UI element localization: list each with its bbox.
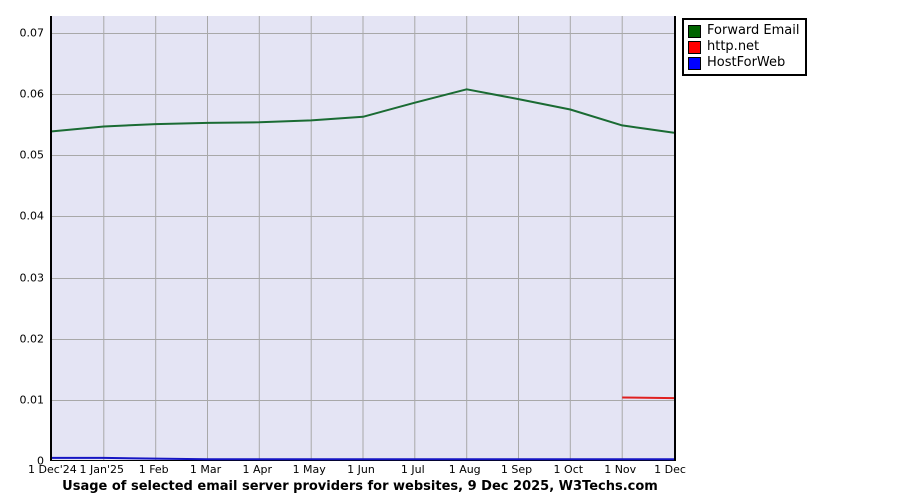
legend-item-forward-email[interactable]: Forward Email xyxy=(688,23,799,39)
x-tick-label: 1 Dec xyxy=(654,463,686,476)
y-axis: 0 0.01 0.02 0.03 0.04 0.05 0.06 0.07 xyxy=(0,0,45,500)
y-tick-label: 0.03 xyxy=(19,271,45,285)
x-tick-label: 1 Jun xyxy=(347,463,375,476)
x-tick-label: 1 Sep xyxy=(500,463,533,476)
y-tick-label: 0.01 xyxy=(19,393,45,407)
x-tick-label: 1 Feb xyxy=(138,463,169,476)
x-tick-label: 1 May xyxy=(292,463,326,476)
x-tick-label: 1 Aug xyxy=(448,463,481,476)
series-line-forward-email xyxy=(52,88,674,134)
vertical-gridlines xyxy=(103,16,623,461)
x-tick-label: 1 Oct xyxy=(553,463,584,476)
plot-area xyxy=(50,16,676,461)
y-tick-label: 0.02 xyxy=(19,332,45,346)
y-tick-label: 0.07 xyxy=(19,26,45,40)
chart-canvas xyxy=(52,16,674,461)
legend-label: Forward Email xyxy=(707,23,800,38)
legend-swatch-icon xyxy=(688,24,701,38)
y-tick-label: 0.05 xyxy=(19,148,45,162)
legend-swatch-icon xyxy=(688,56,701,70)
x-tick-label: 1 Jan'25 xyxy=(79,463,125,476)
legend-swatch-icon xyxy=(688,40,701,54)
x-tick-label: 1 Jul xyxy=(400,463,425,476)
legend-label: http.net xyxy=(707,39,760,54)
chart-caption: Usage of selected email server providers… xyxy=(62,479,658,494)
x-tick-label: 1 Mar xyxy=(189,463,222,476)
series-line-hostforweb xyxy=(52,456,674,461)
legend-item-http-net[interactable]: http.net xyxy=(688,39,799,55)
x-tick-label: 1 Apr xyxy=(242,463,273,476)
chart-legend: Forward Email http.net HostForWeb xyxy=(682,18,808,76)
y-tick-label: 0.06 xyxy=(19,87,45,101)
x-tick-label: 1 Nov xyxy=(604,463,637,476)
legend-label: HostForWeb xyxy=(707,55,786,70)
legend-item-hostforweb[interactable]: HostForWeb xyxy=(688,55,799,71)
series-line-http-net xyxy=(622,396,674,400)
x-tick-label: 1 Dec'24 xyxy=(28,463,77,476)
y-tick-label: 0.04 xyxy=(19,209,45,223)
y-tick-label: 0 xyxy=(37,454,44,468)
